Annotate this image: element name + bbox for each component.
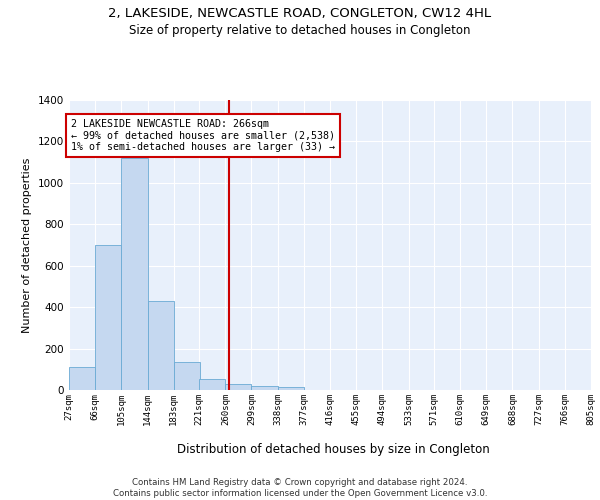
Bar [69, 367, 95, 390]
Y-axis label: Number of detached properties: Number of detached properties [22, 158, 32, 332]
Bar [95, 245, 121, 390]
Bar [121, 158, 148, 390]
Text: Contains HM Land Registry data © Crown copyright and database right 2024.
Contai: Contains HM Land Registry data © Crown c… [113, 478, 487, 498]
Bar [199, 378, 226, 390]
Bar [278, 387, 304, 390]
Text: 2 LAKESIDE NEWCASTLE ROAD: 266sqm
← 99% of detached houses are smaller (2,538)
1: 2 LAKESIDE NEWCASTLE ROAD: 266sqm ← 99% … [71, 118, 335, 152]
Bar [251, 386, 278, 390]
Bar [148, 301, 173, 390]
Text: Distribution of detached houses by size in Congleton: Distribution of detached houses by size … [176, 442, 490, 456]
Bar [226, 384, 251, 390]
Bar [173, 362, 200, 390]
Text: 2, LAKESIDE, NEWCASTLE ROAD, CONGLETON, CW12 4HL: 2, LAKESIDE, NEWCASTLE ROAD, CONGLETON, … [109, 8, 491, 20]
Text: Size of property relative to detached houses in Congleton: Size of property relative to detached ho… [129, 24, 471, 37]
